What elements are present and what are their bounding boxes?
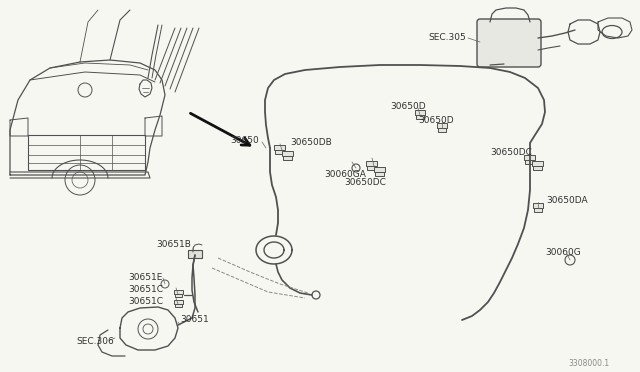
Text: 30651C: 30651C [128, 285, 163, 295]
FancyBboxPatch shape [525, 160, 534, 164]
FancyBboxPatch shape [188, 250, 202, 258]
Text: SEC.305: SEC.305 [428, 32, 466, 42]
FancyBboxPatch shape [533, 203, 543, 208]
Text: 30650DB: 30650DB [290, 138, 332, 147]
FancyBboxPatch shape [532, 161, 543, 166]
FancyBboxPatch shape [374, 167, 385, 171]
FancyBboxPatch shape [175, 294, 182, 297]
FancyBboxPatch shape [275, 150, 285, 154]
Text: 30650: 30650 [230, 135, 259, 144]
FancyBboxPatch shape [367, 161, 378, 166]
FancyBboxPatch shape [438, 128, 446, 132]
FancyBboxPatch shape [415, 110, 425, 115]
Text: SEC.306: SEC.306 [76, 337, 114, 346]
FancyBboxPatch shape [525, 155, 536, 160]
Text: 30650DC: 30650DC [344, 177, 386, 186]
FancyBboxPatch shape [437, 123, 447, 128]
FancyBboxPatch shape [173, 290, 182, 294]
Text: 30650D: 30650D [390, 102, 426, 110]
FancyBboxPatch shape [175, 304, 182, 307]
Text: 30651B: 30651B [156, 240, 191, 248]
Text: 30651C: 30651C [128, 298, 163, 307]
FancyBboxPatch shape [416, 115, 424, 119]
FancyBboxPatch shape [376, 171, 385, 176]
Text: 30651: 30651 [180, 315, 209, 324]
Text: 3308000.1: 3308000.1 [568, 359, 609, 369]
Text: 30060GA: 30060GA [324, 170, 366, 179]
Text: 30650DA: 30650DA [546, 196, 588, 205]
FancyBboxPatch shape [275, 145, 285, 150]
FancyBboxPatch shape [477, 19, 541, 67]
Text: 30650DC: 30650DC [490, 148, 532, 157]
FancyBboxPatch shape [367, 166, 376, 170]
FancyBboxPatch shape [282, 151, 294, 155]
Text: 30651E: 30651E [128, 273, 163, 282]
FancyBboxPatch shape [534, 166, 543, 170]
FancyBboxPatch shape [173, 300, 182, 304]
FancyBboxPatch shape [284, 155, 292, 160]
Text: 30650D: 30650D [418, 115, 454, 125]
FancyBboxPatch shape [534, 208, 542, 212]
Text: 30060G: 30060G [545, 247, 580, 257]
